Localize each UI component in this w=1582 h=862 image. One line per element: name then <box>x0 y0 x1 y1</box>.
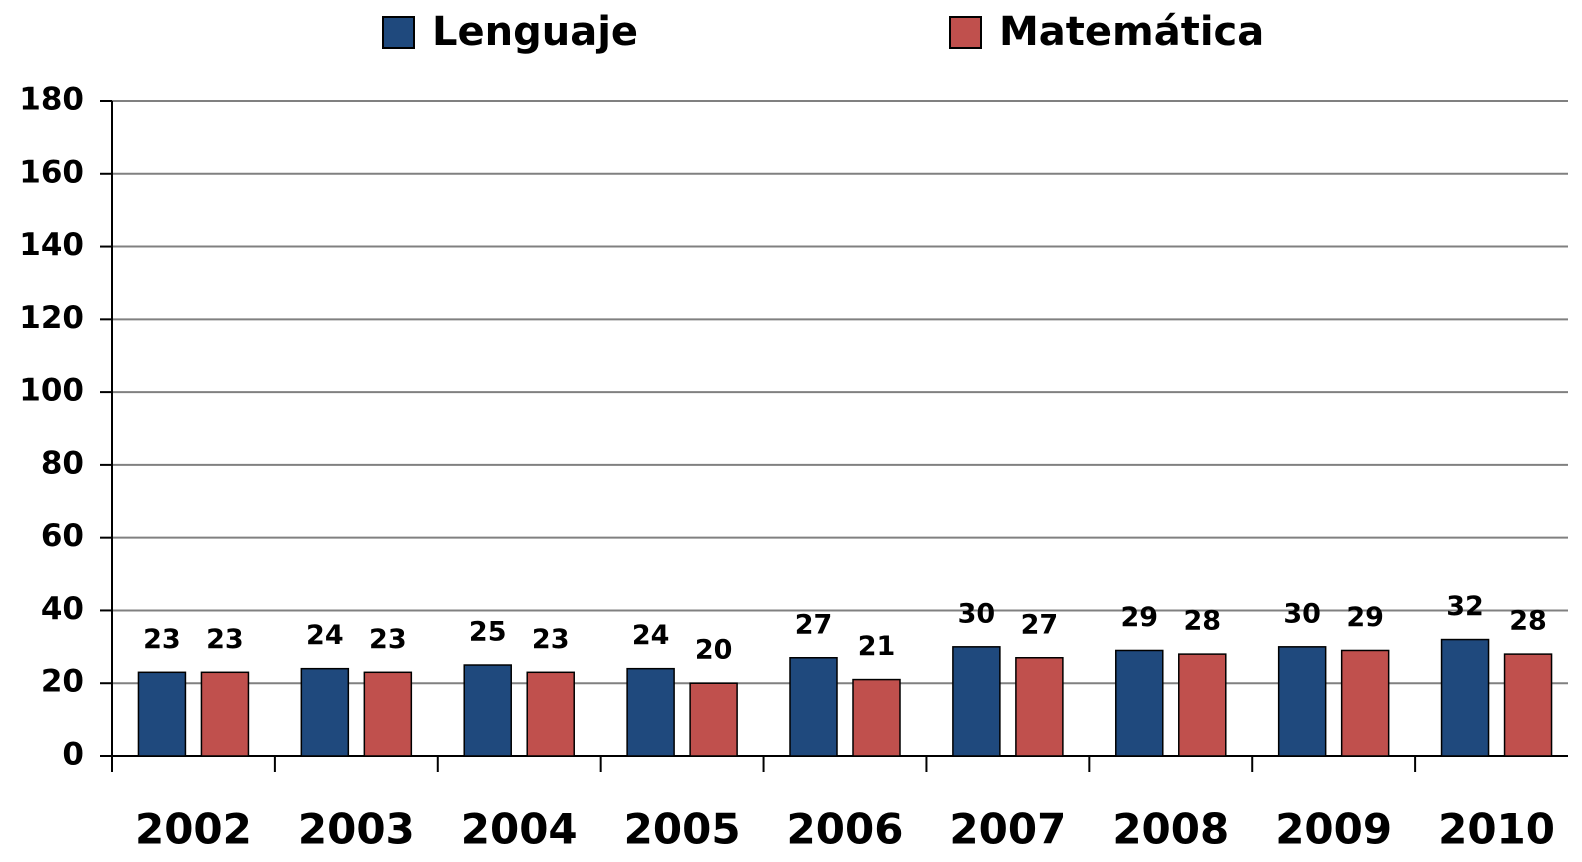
bar <box>463 664 512 757</box>
bar <box>1503 653 1553 757</box>
y-tick-label: 60 <box>41 518 84 554</box>
bar <box>789 657 838 757</box>
y-tick-label: 80 <box>41 445 84 481</box>
y-tick-label: 40 <box>41 591 84 627</box>
x-tick-label: 2010 <box>1438 805 1555 854</box>
x-tick-label: 2002 <box>135 805 252 854</box>
value-label: 29 <box>1346 602 1384 633</box>
bar <box>300 667 350 757</box>
value-label: 23 <box>369 624 407 655</box>
y-tick-label: 100 <box>19 373 84 409</box>
value-label: 24 <box>306 620 344 651</box>
value-label: 25 <box>469 617 507 648</box>
bar <box>1178 653 1227 757</box>
y-tick-label: 180 <box>19 82 84 118</box>
value-label: 23 <box>143 624 181 655</box>
bar <box>626 667 675 757</box>
bar <box>526 671 575 757</box>
bar <box>1277 646 1327 757</box>
y-tick-label: 0 <box>62 737 84 773</box>
bar <box>689 682 738 757</box>
value-label: 27 <box>1021 609 1059 640</box>
bar <box>1115 649 1164 757</box>
x-tick-label: 2004 <box>461 805 578 854</box>
bar <box>1340 649 1390 757</box>
value-label: 30 <box>958 598 996 629</box>
value-label: 23 <box>206 624 244 655</box>
value-label: 32 <box>1446 591 1484 622</box>
value-label: 20 <box>695 635 733 666</box>
bar <box>363 671 413 757</box>
x-tick-label: 2008 <box>1112 805 1229 854</box>
y-tick-label: 20 <box>41 664 84 700</box>
x-tick-label: 2007 <box>949 805 1066 854</box>
x-tick-label: 2006 <box>787 805 904 854</box>
bar <box>1015 657 1064 757</box>
y-tick-label: 120 <box>19 300 84 336</box>
bar <box>200 671 250 757</box>
value-label: 21 <box>858 631 896 662</box>
bar <box>1440 638 1490 757</box>
value-label: 23 <box>532 624 570 655</box>
y-tick-label: 160 <box>19 154 84 190</box>
x-tick-label: 2009 <box>1275 805 1392 854</box>
value-label: 27 <box>795 609 833 640</box>
value-label: 30 <box>1283 598 1321 629</box>
legend-swatch <box>382 16 415 49</box>
value-label: 24 <box>632 620 670 651</box>
value-label: 28 <box>1183 606 1221 637</box>
bar <box>852 678 901 757</box>
y-tick-label: 140 <box>19 227 84 263</box>
value-label: 28 <box>1509 606 1547 637</box>
bar <box>137 671 187 757</box>
value-label: 29 <box>1120 602 1158 633</box>
x-tick-label: 2003 <box>298 805 415 854</box>
x-tick-label: 2005 <box>624 805 741 854</box>
legend-label: Lenguaje <box>432 9 638 55</box>
legend-label: Matemática <box>999 9 1264 55</box>
bar <box>952 646 1001 757</box>
legend-swatch <box>949 16 982 49</box>
